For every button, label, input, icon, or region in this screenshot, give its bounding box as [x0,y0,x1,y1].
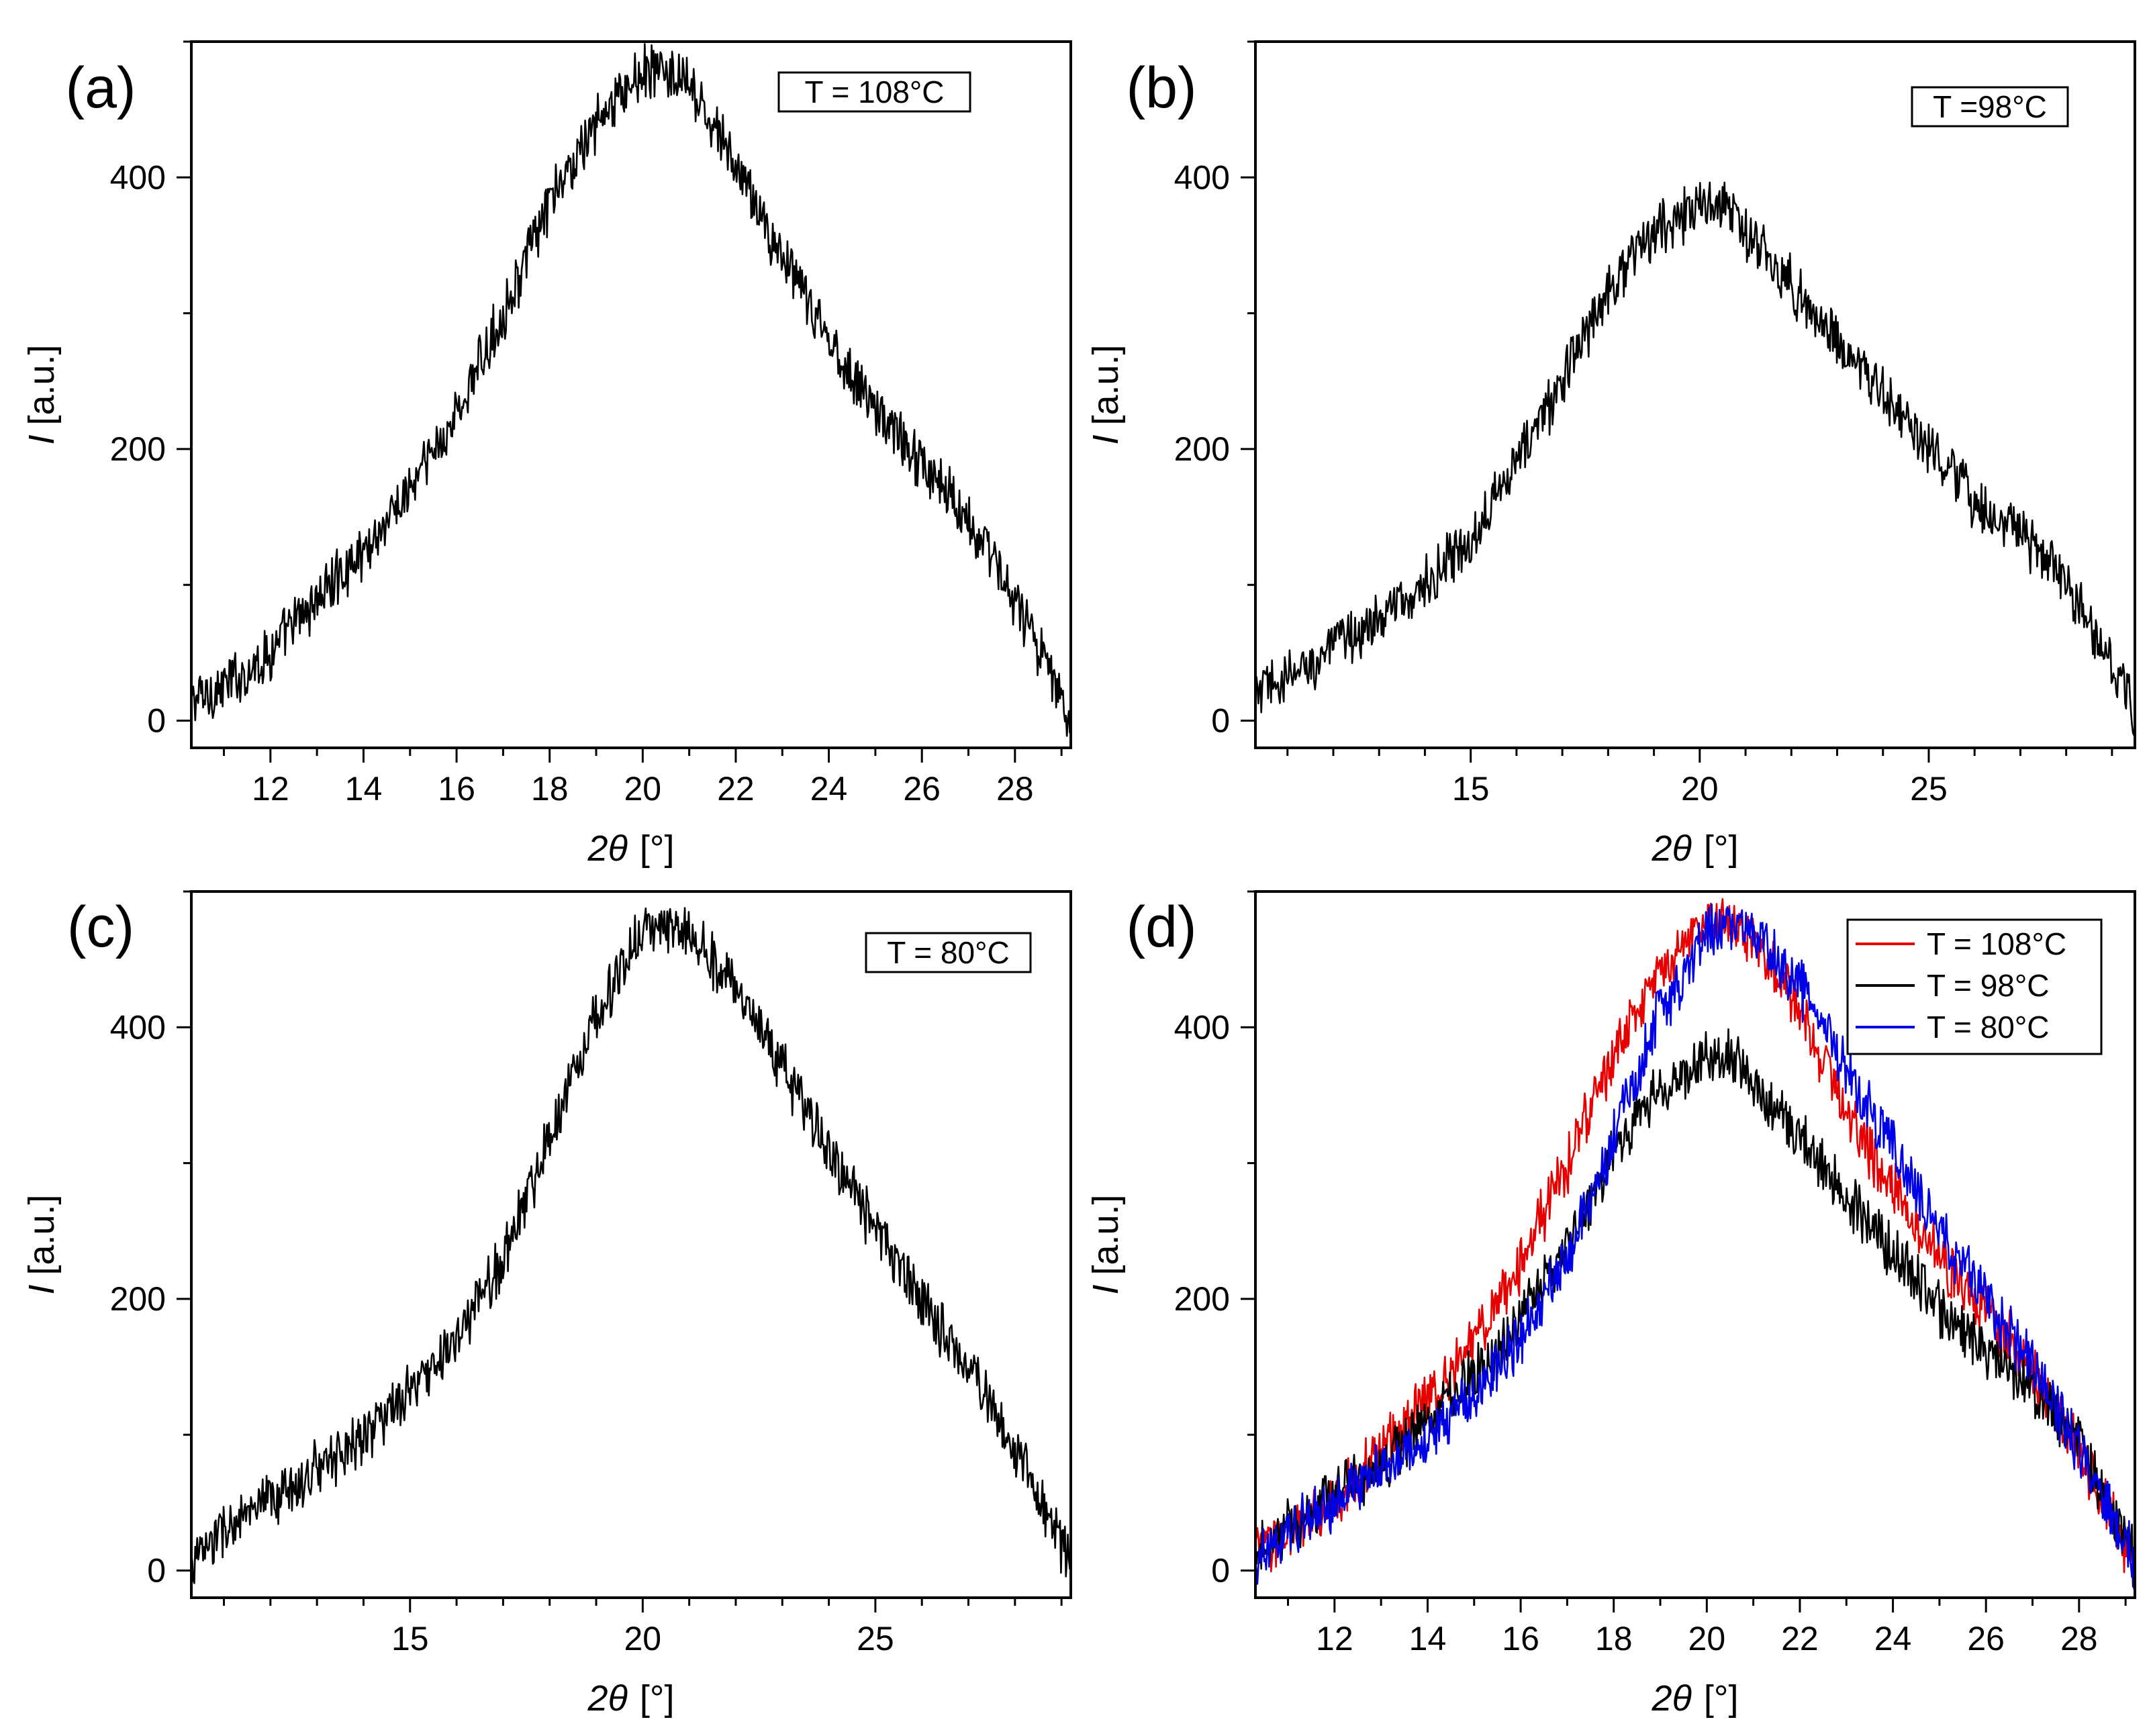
x-axis-label: 2θ [°] [1652,1678,1739,1719]
y-axis-symbol: I [1086,1285,1126,1295]
y-axis-symbol: I [21,1285,62,1295]
y-tick-label: 0 [1211,702,1230,740]
y-tick-label: 0 [1211,1552,1230,1590]
x-axis-symbol: 2θ [1652,1678,1692,1719]
panel-a: (a) 12 14 16 18 20 22 24 26 28 0 200 400 2θ [°] I [a.u.]… [21,40,1072,869]
y-tick-label: 0 [147,1552,166,1590]
x-tick-label: 15 [1452,770,1490,808]
y-tick-label: 200 [110,1280,166,1318]
panel-letter: (a) [65,56,136,120]
x-axis-symbol: 2θ [587,1678,628,1719]
x-tick-label: 20 [624,770,662,808]
y-tick-label: 200 [1174,1280,1230,1318]
x-tick-label: 16 [1502,1620,1539,1657]
temperature-label-box [777,71,971,113]
x-axis-symbol: 2θ [587,828,628,869]
x-axis-label: 2θ [°] [587,828,675,869]
y-axis-unit: [a.u.] [21,344,62,425]
panel-letter: (b) [1126,56,1196,120]
x-axis-label: 2θ [°] [1652,828,1739,869]
plot-frame [1254,890,2136,1599]
series-line-80c [191,907,1071,1584]
x-tick-label: 12 [1316,1620,1353,1657]
y-tick-label: 200 [1174,430,1230,468]
x-tick-label: 24 [810,770,848,808]
series-line-98c [1255,1028,2135,1588]
x-axis-unit: [°] [1704,828,1739,869]
x-axis-unit: [°] [1704,1678,1739,1719]
panel-d: (d) 12 14 16 18 20 22 24 26 28 0 200 400 2θ [°] I [a.u.]… [1086,890,2136,1719]
x-tick-label: 18 [1595,1620,1633,1657]
x-tick-label: 26 [903,770,941,808]
y-tick-label: 200 [110,430,166,468]
x-tick-label: 28 [2060,1620,2098,1657]
x-tick-label: 25 [1910,770,1948,808]
y-tick-label: 400 [110,158,166,196]
legend-entry: T = 108°C [1927,926,2066,961]
panel-letter: (d) [1126,895,1196,959]
plot-frame [190,890,1072,1599]
x-tick-label: 24 [1874,1620,1912,1657]
x-tick-label: 20 [1688,1620,1726,1657]
traces [1255,181,2135,736]
temperature-label-box [1911,86,2069,128]
panel-b: (b) 15 20 25 0 200 400 2θ [°] I [a.u.] T =98°C [1086,40,2136,869]
temperature-label: T = 80°C [887,935,1009,970]
legend-entry: T = 98°C [1927,968,2049,1003]
x-tick-label: 12 [252,770,289,808]
x-tick-label: 25 [857,1620,894,1657]
plot-frame [190,40,1072,749]
x-tick-label: 14 [345,770,383,808]
traces [1255,898,2135,1590]
x-tick-label: 22 [1781,1620,1819,1657]
x-tick-label: 26 [1967,1620,2005,1657]
y-tick-label: 400 [1174,1008,1230,1046]
panel-c: (c) 15 20 25 0 200 400 2θ [°] I [a.u.] T = 80°C [21,890,1072,1719]
y-axis-symbol: I [21,435,62,445]
temperature-label: T =98°C [1933,89,2047,124]
x-tick-label: 16 [438,770,475,808]
plot-frame [1254,40,2136,749]
temperature-label-box [865,932,1032,973]
y-tick-label: 400 [110,1008,166,1046]
y-axis-unit: [a.u.] [1086,344,1126,425]
x-tick-label: 22 [717,770,755,808]
x-tick-label: 28 [996,770,1034,808]
x-axis-unit: [°] [640,1678,675,1719]
traces [191,43,1071,737]
y-axis-label: I [a.u.] [21,1194,62,1294]
legend-entry: T = 80°C [1927,1010,2049,1045]
x-tick-label: 20 [1681,770,1719,808]
series-line-98c [1255,181,2135,736]
x-tick-label: 20 [624,1620,662,1657]
x-tick-label: 14 [1409,1620,1447,1657]
y-tick-label: 0 [147,702,166,740]
y-axis-unit: [a.u.] [21,1194,62,1275]
y-axis-label: I [a.u.] [1086,344,1126,444]
series-line-108c [191,43,1071,737]
series-line-80c [1255,903,2135,1590]
y-axis-label: I [a.u.] [1086,1194,1126,1294]
traces [191,907,1071,1584]
x-tick-label: 15 [391,1620,429,1657]
temperature-label: T = 108°C [804,75,944,109]
x-axis-symbol: 2θ [1652,828,1692,869]
y-axis-symbol: I [1086,435,1126,445]
x-axis-label: 2θ [°] [587,1678,675,1719]
x-axis-unit: [°] [640,828,675,869]
y-tick-label: 400 [1174,158,1230,196]
y-axis-unit: [a.u.] [1086,1194,1126,1275]
x-tick-label: 18 [531,770,569,808]
y-axis-label: I [a.u.] [21,344,62,444]
panel-letter: (c) [67,895,134,959]
